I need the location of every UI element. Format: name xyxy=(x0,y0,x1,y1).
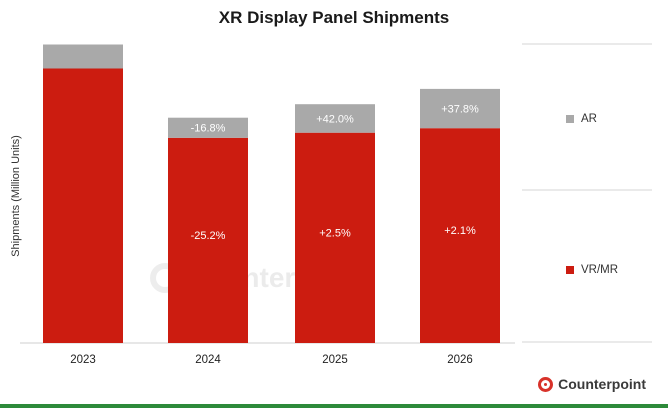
bar-ar-2023 xyxy=(43,44,123,69)
legend-label-vrmr: VR/MR xyxy=(581,264,618,276)
bottom-strip xyxy=(0,404,668,408)
bar-ar-2025 xyxy=(295,104,375,133)
data-label-vrmr-2026: +2.1% xyxy=(444,225,476,237)
data-label-ar-2026: +37.8% xyxy=(441,103,479,115)
data-label-vrmr-2024: -25.2% xyxy=(191,230,226,242)
brand-logo: Counterpoint xyxy=(538,376,646,392)
legend-swatch-ar xyxy=(566,115,574,123)
legend-label-ar: AR xyxy=(581,113,597,125)
bar-vrmr-2026 xyxy=(420,128,500,343)
bar-vrmr-2023 xyxy=(43,68,123,343)
x-tick-2025: 2025 xyxy=(322,354,348,366)
bar-ar-2026 xyxy=(420,88,500,129)
counterpoint-logo-icon xyxy=(538,376,554,392)
x-tick-2026: 2026 xyxy=(447,354,473,366)
data-label-ar-2024: -16.8% xyxy=(191,123,226,135)
brand-text: Counterpoint xyxy=(558,376,646,392)
bar-vrmr-2024 xyxy=(168,137,248,343)
legend-swatch-vrmr xyxy=(566,266,574,274)
x-tick-2023: 2023 xyxy=(70,354,96,366)
bar-ar-2024 xyxy=(168,117,248,138)
data-label-vrmr-2025: +2.5% xyxy=(319,228,351,240)
data-label-ar-2025: +42.0% xyxy=(316,113,354,125)
chart-title: XR Display Panel Shipments xyxy=(218,8,450,27)
x-tick-2024: 2024 xyxy=(195,354,221,366)
bar-vrmr-2025 xyxy=(295,132,375,343)
